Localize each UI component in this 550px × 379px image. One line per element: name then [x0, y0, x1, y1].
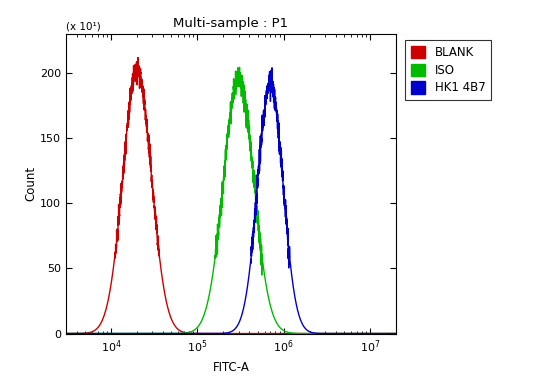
HK1 4B7	[269, 66, 276, 70]
HK1 4B7	[100, 331, 107, 336]
HK1 4B7	[393, 331, 399, 336]
BLANK	[100, 315, 107, 319]
BLANK	[386, 331, 393, 336]
HK1 4B7	[63, 331, 69, 336]
ISO	[189, 329, 196, 334]
Legend: BLANK, ISO, HK1 4B7: BLANK, ISO, HK1 4B7	[405, 40, 491, 100]
ISO	[204, 303, 210, 308]
ISO	[386, 331, 393, 336]
BLANK	[135, 55, 141, 60]
HK1 4B7	[120, 331, 127, 336]
ISO	[393, 331, 399, 336]
BLANK	[63, 331, 69, 336]
ISO	[351, 331, 358, 336]
Line: HK1 4B7: HK1 4B7	[66, 68, 396, 334]
Y-axis label: Count: Count	[24, 166, 37, 201]
ISO	[236, 65, 243, 69]
ISO	[120, 331, 127, 336]
BLANK	[204, 331, 210, 336]
Text: (x 10¹): (x 10¹)	[66, 21, 101, 31]
HK1 4B7	[204, 331, 210, 336]
BLANK	[393, 331, 399, 336]
HK1 4B7	[351, 331, 358, 336]
ISO	[63, 331, 69, 336]
ISO	[100, 331, 107, 336]
BLANK	[351, 331, 358, 336]
Line: BLANK: BLANK	[66, 58, 396, 334]
BLANK	[120, 177, 127, 181]
Title: Multi-sample : P1: Multi-sample : P1	[173, 17, 289, 30]
Line: ISO: ISO	[66, 67, 396, 334]
BLANK	[189, 331, 196, 336]
X-axis label: FITC-A: FITC-A	[212, 360, 250, 374]
HK1 4B7	[386, 331, 393, 336]
HK1 4B7	[189, 331, 196, 336]
